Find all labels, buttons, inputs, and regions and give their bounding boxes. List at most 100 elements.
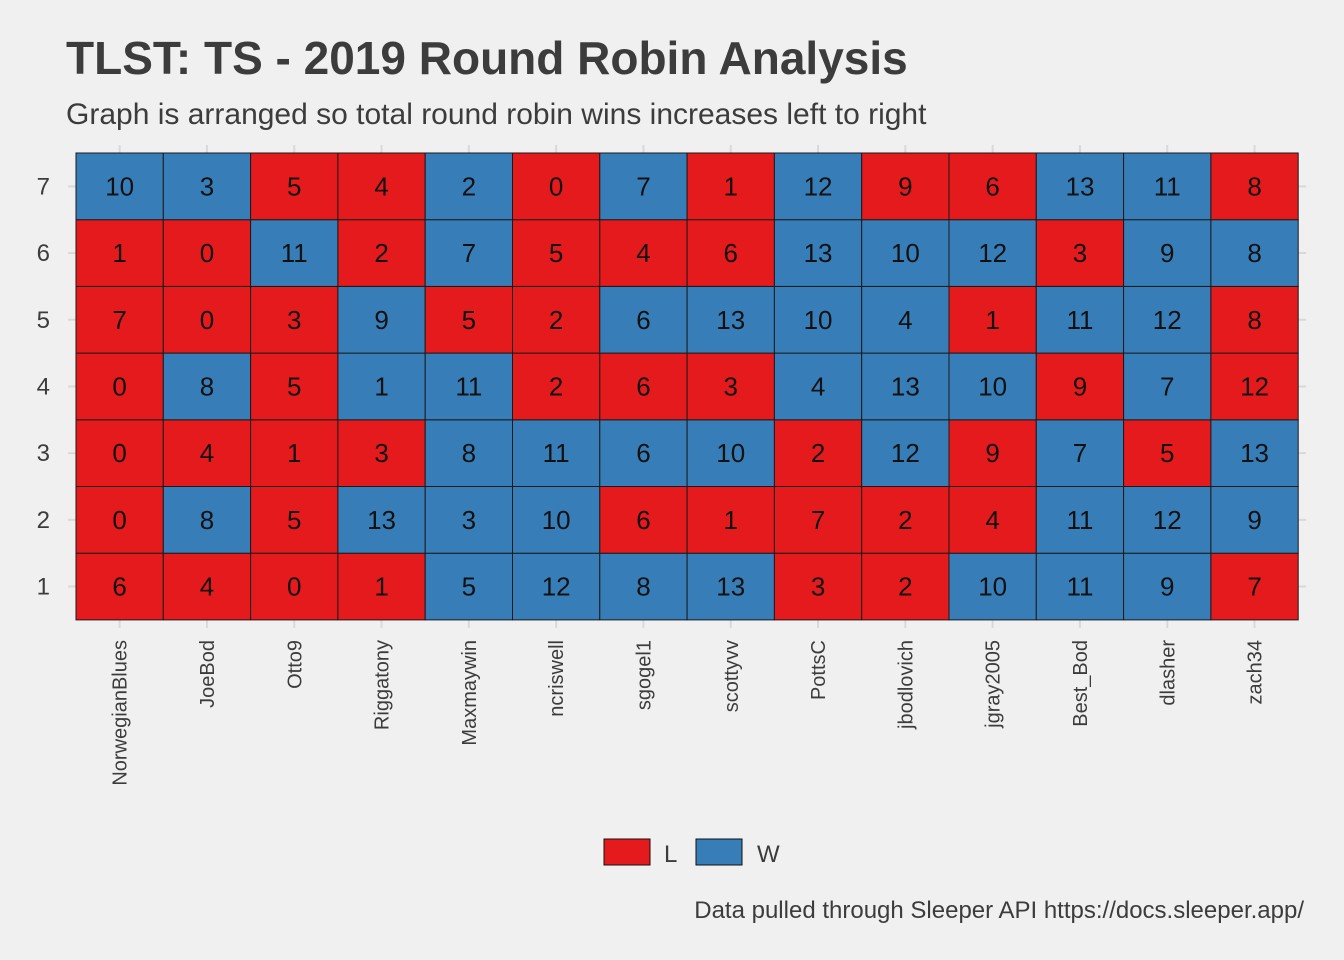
cell-value-label: 5 [1160,438,1174,468]
cell-value-label: 7 [1247,572,1261,602]
heatmap-cell [686,552,775,621]
heatmap-cell [686,352,775,421]
heatmap-cell [861,219,950,287]
heatmap-cell [861,419,950,487]
heatmap-cell [1210,486,1299,554]
cell-value-label: 3 [462,505,476,535]
x-tick-label: ncriswell [546,640,568,717]
cell-value-label: 9 [985,438,999,468]
cell-value-label: 2 [811,438,825,468]
cell-value-label: 8 [636,572,650,602]
cell-value-label: 0 [112,505,126,535]
cell-value-label: 1 [287,438,301,468]
cell-value-label: 4 [811,371,825,401]
cell-value-label: 12 [1153,505,1182,535]
heatmap-cell [1123,352,1212,421]
cell-value-label: 4 [200,438,214,468]
heatmap-cell [162,486,252,554]
y-tick-label: 4 [37,373,50,400]
cell-value-label: 1 [374,572,388,602]
cell-value-label: 6 [636,371,650,401]
cell-value-label: 5 [462,572,476,602]
cell-value-label: 13 [367,505,396,535]
y-tick-label: 1 [37,574,50,601]
heatmap-cell [250,219,339,287]
cell-value-label: 8 [200,371,214,401]
cell-value-label: 13 [1240,438,1269,468]
heatmap-cell [599,419,688,487]
heatmap-cell [1035,486,1125,554]
cell-value-label: 11 [543,438,570,468]
heatmap-cell [512,486,601,554]
heatmap-cell [1210,352,1299,421]
cell-value-label: 7 [811,505,825,535]
cell-value-label: 3 [200,171,214,201]
cell-value-label: 0 [287,572,301,602]
heatmap-cell [948,219,1037,287]
cell-value-label: 8 [1247,238,1261,268]
y-tick-label: 5 [37,307,50,334]
cell-value-label: 13 [804,238,833,268]
cell-value-label: 9 [898,171,912,201]
heatmap-cell [250,486,339,554]
heatmap-cell [337,352,426,421]
heatmap-cell [948,152,1037,221]
cell-value-label: 7 [462,238,476,268]
cell-value-label: 4 [636,238,650,268]
cell-value-label: 5 [287,371,301,401]
cell-value-label: 11 [1066,305,1093,335]
cell-value-label: 9 [1073,371,1087,401]
cell-value-label: 2 [374,238,388,268]
cell-value-label: 6 [985,171,999,201]
cell-value-label: 4 [985,505,999,535]
cell-value-label: 7 [1160,371,1174,401]
heatmap-cell [1210,219,1299,287]
cell-value-label: 12 [1240,371,1269,401]
cell-value-label: 1 [374,371,388,401]
heatmap-cell [1035,352,1125,421]
heatmap-cell [1035,419,1125,487]
legend: L W [603,838,780,868]
y-tick-label: 2 [37,507,50,534]
cell-value-label: 1 [724,505,738,535]
y-axis-tick-labels: 1 2 3 4 5 6 7 [37,173,50,600]
cell-value-label: 12 [891,438,920,468]
heatmap-cell [599,486,688,554]
heatmap-cell [424,419,514,487]
cell-value-label: 8 [462,438,476,468]
cell-value-label: 0 [200,238,214,268]
heatmap-cell [686,152,775,221]
heatmap-cell [686,419,775,487]
cell-value-label: 12 [978,238,1007,268]
heatmap-cell [337,219,426,287]
chart-title: TLST: TS - 2019 Round Robin Analysis [66,32,908,84]
cell-value-label: 0 [112,438,126,468]
legend-swatch-win [695,838,743,866]
heatmap-cell [1210,152,1299,221]
x-tick-label: jgray2005 [983,640,1005,729]
x-tick-label: NorwegianBlues [110,640,132,786]
heatmap-cell [861,285,950,354]
heatmap-cell [599,552,688,621]
cell-value-label: 10 [804,305,833,335]
heatmap-cell [162,152,252,221]
heatmap-cell [1123,552,1212,621]
cell-value-label: 2 [898,505,912,535]
cell-value-label: 13 [891,371,920,401]
y-tick-label: 3 [37,440,50,467]
heatmap-cell [337,486,426,554]
cell-value-label: 10 [978,371,1007,401]
cell-value-label: 8 [1247,305,1261,335]
x-tick-label: sgogel1 [633,640,655,710]
cell-value-label: 13 [716,305,745,335]
cell-value-label: 9 [1160,572,1174,602]
cell-value-label: 2 [898,572,912,602]
heatmap-cell [75,419,164,487]
cell-value-label: 0 [112,371,126,401]
heatmap-cell [162,285,252,354]
cell-value-label: 6 [636,438,650,468]
heatmap-cell [1035,552,1125,621]
cell-value-label: 10 [891,238,920,268]
cell-value-label: 10 [542,505,571,535]
